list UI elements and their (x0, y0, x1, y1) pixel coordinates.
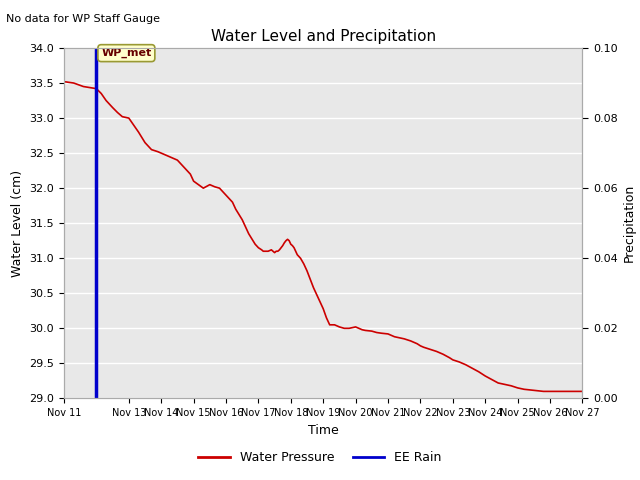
Water Pressure (407, 338, 415, 344)
Water Pressure (540, 388, 547, 394)
Title: Water Level and Precipitation: Water Level and Precipitation (211, 29, 436, 44)
Water Pressure (527, 387, 534, 393)
Water Pressure (93, 86, 100, 92)
X-axis label: Time: Time (308, 424, 339, 437)
Water Pressure (456, 359, 463, 365)
Legend: Water Pressure, EE Rain: Water Pressure, EE Rain (193, 446, 447, 469)
Water Pressure (579, 388, 586, 394)
Y-axis label: Water Level (cm): Water Level (cm) (11, 169, 24, 277)
Line: Water Pressure: Water Pressure (64, 82, 582, 391)
Text: No data for WP Staff Gauge: No data for WP Staff Gauge (6, 14, 161, 24)
Y-axis label: Precipitation: Precipitation (623, 184, 636, 263)
Water Pressure (255, 245, 262, 251)
Water Pressure (97, 91, 105, 96)
Water Pressure (60, 79, 68, 84)
Text: WP_met: WP_met (101, 48, 152, 58)
